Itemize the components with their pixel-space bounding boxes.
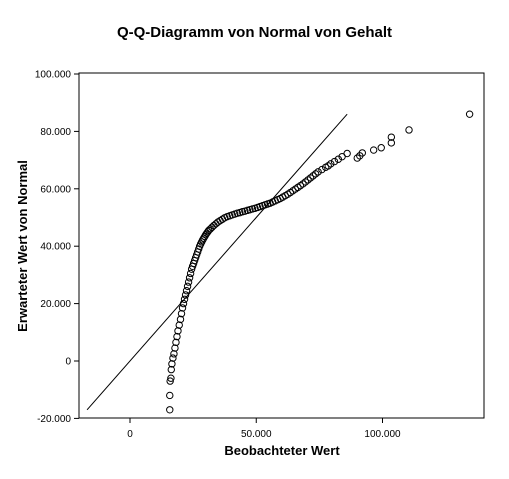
y-tick-label: 80.000 xyxy=(40,127,71,138)
data-point xyxy=(327,160,335,168)
data-point xyxy=(301,178,310,186)
y-tick-label: 40.000 xyxy=(40,242,71,253)
data-point xyxy=(171,344,179,352)
data-point xyxy=(318,165,326,174)
data-point xyxy=(353,154,361,162)
data-point xyxy=(377,144,385,152)
data-point xyxy=(387,133,396,141)
x-tick-label: 100.000 xyxy=(364,429,401,440)
data-point xyxy=(309,172,317,180)
data-point xyxy=(324,162,332,170)
chart-title: Q-Q-Diagramm von Normal von Gehalt xyxy=(116,24,393,41)
data-point xyxy=(166,406,174,414)
data-point xyxy=(330,157,339,166)
data-point xyxy=(299,180,307,188)
data-point xyxy=(387,139,396,147)
data-point xyxy=(172,338,180,347)
data-point xyxy=(185,274,194,282)
y-tick-label: 100.000 xyxy=(35,70,72,81)
data-point xyxy=(177,309,186,318)
data-point xyxy=(183,282,192,291)
data-point xyxy=(170,350,178,358)
reference-line xyxy=(86,113,348,411)
data-point xyxy=(179,299,188,308)
data-point xyxy=(182,286,191,295)
data-point xyxy=(358,149,366,157)
data-point xyxy=(405,126,413,134)
x-tick-label: 50.000 xyxy=(241,429,272,440)
data-point xyxy=(168,360,176,368)
y-tick-label: 0 xyxy=(65,357,71,368)
data-point xyxy=(334,155,343,163)
y-tick-label: -20.000 xyxy=(37,414,71,425)
plot-frame xyxy=(78,72,485,419)
y-axis-title: Erwarteter Wert von Normal xyxy=(15,160,30,332)
data-point xyxy=(311,170,320,178)
x-tick-label: 0 xyxy=(127,429,133,440)
data-point xyxy=(176,315,185,324)
data-point xyxy=(169,354,177,362)
x-axis-ticks: 0 50.000 100.000 xyxy=(127,418,401,440)
data-point xyxy=(186,269,195,278)
data-point xyxy=(343,149,351,158)
y-tick-label: 20.000 xyxy=(40,299,71,310)
data-point xyxy=(314,168,322,176)
data-point xyxy=(166,391,174,400)
data-point xyxy=(212,220,220,228)
data-point xyxy=(178,304,187,312)
data-points xyxy=(166,110,474,414)
data-point xyxy=(181,291,190,299)
data-point xyxy=(167,365,175,374)
data-point xyxy=(184,278,193,286)
data-point xyxy=(166,377,174,385)
data-point xyxy=(173,332,181,341)
data-point xyxy=(369,146,378,154)
data-point xyxy=(465,110,474,118)
data-point xyxy=(304,176,312,184)
data-point xyxy=(167,374,175,382)
x-axis-title: Beobachteter Wert xyxy=(224,443,340,458)
y-axis-ticks: -20.000 0 20.000 40.000 60.000 80.000 100.000 xyxy=(35,70,79,425)
data-point xyxy=(306,174,315,182)
y-tick-label: 60.000 xyxy=(40,184,71,195)
data-point xyxy=(180,295,189,303)
